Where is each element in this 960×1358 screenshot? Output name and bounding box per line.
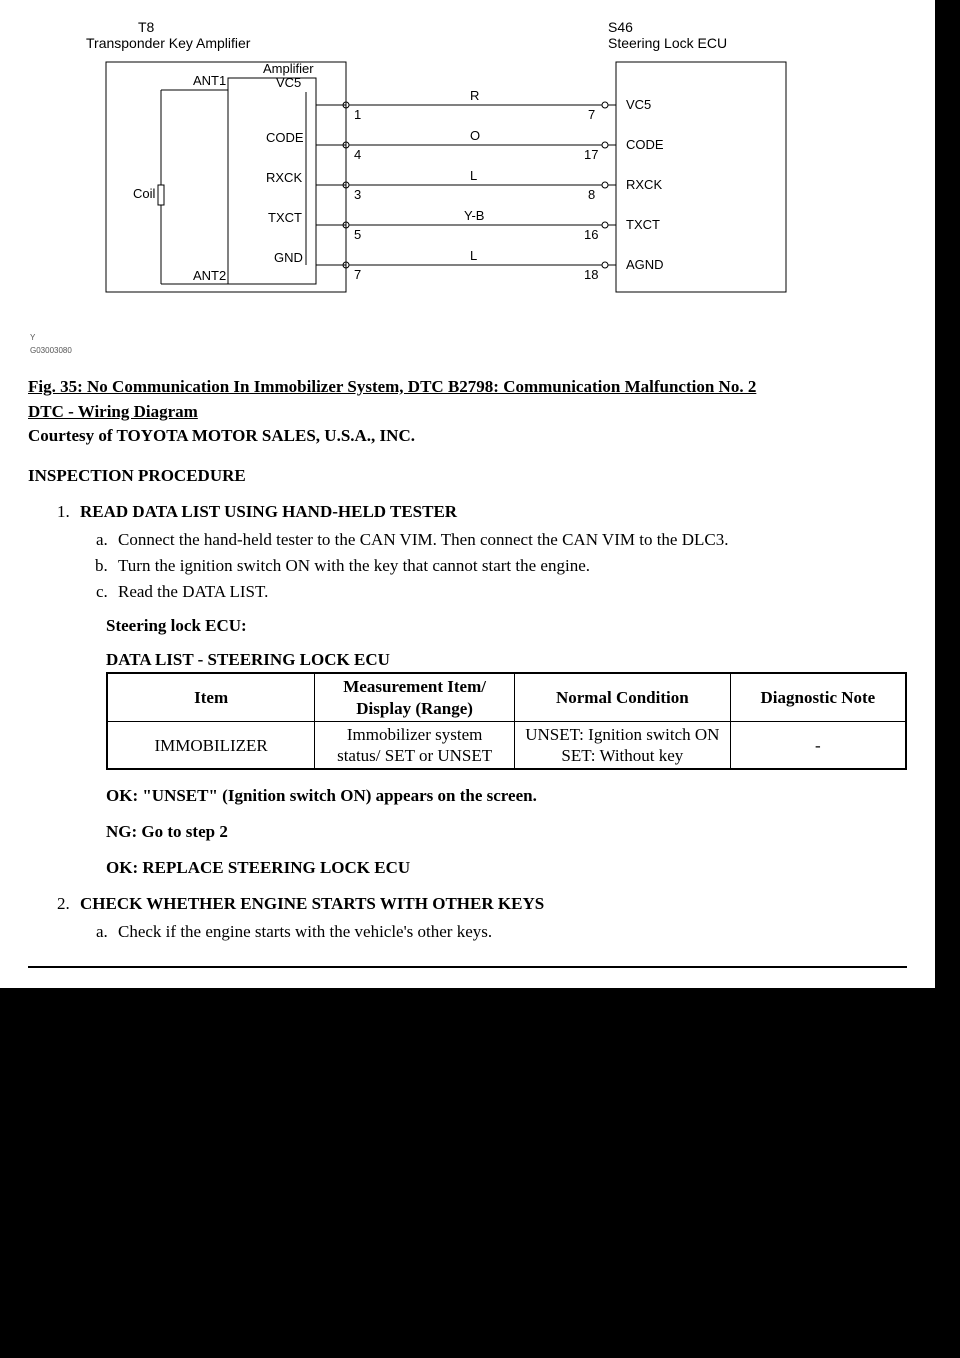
svg-text:RXCK: RXCK [266, 170, 302, 185]
figure-caption-line1: Fig. 35: No Communication In Immobilizer… [28, 376, 907, 399]
table-title: DATA LIST - STEERING LOCK ECU [106, 650, 907, 670]
courtesy-line: Courtesy of TOYOTA MOTOR SALES, U.S.A., … [28, 425, 907, 448]
svg-text:CODE: CODE [626, 137, 664, 152]
svg-text:VC5: VC5 [626, 97, 651, 112]
svg-text:5: 5 [354, 227, 361, 242]
result-ok1: OK: "UNSET" (Ignition switch ON) appears… [106, 786, 907, 806]
left-block-id: T8 [138, 20, 155, 35]
col-measurement: Measurement Item/Display (Range) [315, 673, 515, 721]
result-ok2: OK: REPLACE STEERING LOCK ECU [106, 858, 907, 878]
svg-text:4: 4 [354, 147, 361, 162]
coil-icon [158, 185, 164, 205]
svg-text:8: 8 [588, 187, 595, 202]
svg-text:CODE: CODE [266, 130, 304, 145]
wire-txct: TXCT 5 Y-B 16 TXCT [268, 185, 660, 242]
inspection-heading: INSPECTION PROCEDURE [28, 466, 907, 486]
svg-text:17: 17 [584, 147, 598, 162]
figure-caption-line2: DTC - Wiring Diagram [28, 401, 907, 424]
document-page: T8 Transponder Key Amplifier S46 Steerin… [0, 0, 935, 988]
right-block-name: Steering Lock ECU [608, 35, 727, 51]
step-1-title: READ DATA LIST USING HAND-HELD TESTER [80, 502, 457, 521]
svg-text:R: R [470, 88, 479, 103]
wiring-diagram-area: T8 Transponder Key Amplifier S46 Steerin… [28, 20, 907, 356]
data-list-table: Item Measurement Item/Display (Range) No… [106, 672, 907, 770]
step-1c: Read the DATA LIST. [112, 582, 907, 602]
wiring-diagram-svg: T8 Transponder Key Amplifier S46 Steerin… [78, 20, 798, 330]
svg-text:RXCK: RXCK [626, 177, 662, 192]
cell-measurement: Immobilizer system status/ SET or UNSET [315, 721, 515, 769]
step-2a: Check if the engine starts with the vehi… [112, 922, 907, 942]
step-list: READ DATA LIST USING HAND-HELD TESTER Co… [74, 502, 907, 942]
wire-gnd: GND 7 L 18 AGND [274, 225, 664, 282]
svg-text:3: 3 [354, 187, 361, 202]
result-ng: NG: Go to step 2 [106, 822, 907, 842]
step-1: READ DATA LIST USING HAND-HELD TESTER Co… [74, 502, 907, 878]
svg-text:7: 7 [354, 267, 361, 282]
svg-text:L: L [470, 248, 477, 263]
diagram-ref-top: Y [30, 334, 907, 343]
coil-label: Coil [133, 186, 156, 201]
svg-text:TXCT: TXCT [268, 210, 302, 225]
wiring-diagram: T8 Transponder Key Amplifier S46 Steerin… [78, 20, 798, 330]
step-2: CHECK WHETHER ENGINE STARTS WITH OTHER K… [74, 894, 907, 942]
svg-text:GND: GND [274, 250, 303, 265]
table-header-row: Item Measurement Item/Display (Range) No… [107, 673, 906, 721]
ant2-label: ANT2 [193, 268, 226, 283]
svg-text:18: 18 [584, 267, 598, 282]
footer-rule [28, 966, 907, 968]
cell-normal: UNSET: Ignition switch ON SET: Without k… [514, 721, 730, 769]
svg-text:L: L [470, 168, 477, 183]
cell-diag: - [730, 721, 906, 769]
wire-vc5: VC5 1 R 7 VC5 [276, 75, 651, 122]
right-block-id: S46 [608, 20, 633, 35]
left-block-name: Transponder Key Amplifier [86, 35, 251, 51]
step-1b: Turn the ignition switch ON with the key… [112, 556, 907, 576]
svg-text:AGND: AGND [626, 257, 664, 272]
svg-text:7: 7 [588, 107, 595, 122]
step-2-title: CHECK WHETHER ENGINE STARTS WITH OTHER K… [80, 894, 544, 913]
diagram-ref: G03003080 [30, 347, 907, 356]
ecu-subhead: Steering lock ECU: [106, 616, 907, 636]
svg-text:1: 1 [354, 107, 361, 122]
svg-text:VC5: VC5 [276, 75, 301, 90]
step-2-substeps: Check if the engine starts with the vehi… [112, 922, 907, 942]
svg-text:TXCT: TXCT [626, 217, 660, 232]
transponder-block [106, 62, 346, 292]
cell-item: IMMOBILIZER [107, 721, 315, 769]
ant1-label: ANT1 [193, 73, 226, 88]
step-1-details: Steering lock ECU: DATA LIST - STEERING … [106, 616, 907, 878]
col-item: Item [107, 673, 315, 721]
svg-text:O: O [470, 128, 480, 143]
col-normal: Normal Condition [514, 673, 730, 721]
col-diag: Diagnostic Note [730, 673, 906, 721]
step-1a: Connect the hand-held tester to the CAN … [112, 530, 907, 550]
amplifier-label: Amplifier [263, 61, 314, 76]
step-1-substeps: Connect the hand-held tester to the CAN … [112, 530, 907, 602]
svg-text:16: 16 [584, 227, 598, 242]
table-row: IMMOBILIZER Immobilizer system status/ S… [107, 721, 906, 769]
svg-text:Y-B: Y-B [464, 208, 484, 223]
wire-rxck: RXCK 3 L 8 RXCK [266, 145, 662, 202]
